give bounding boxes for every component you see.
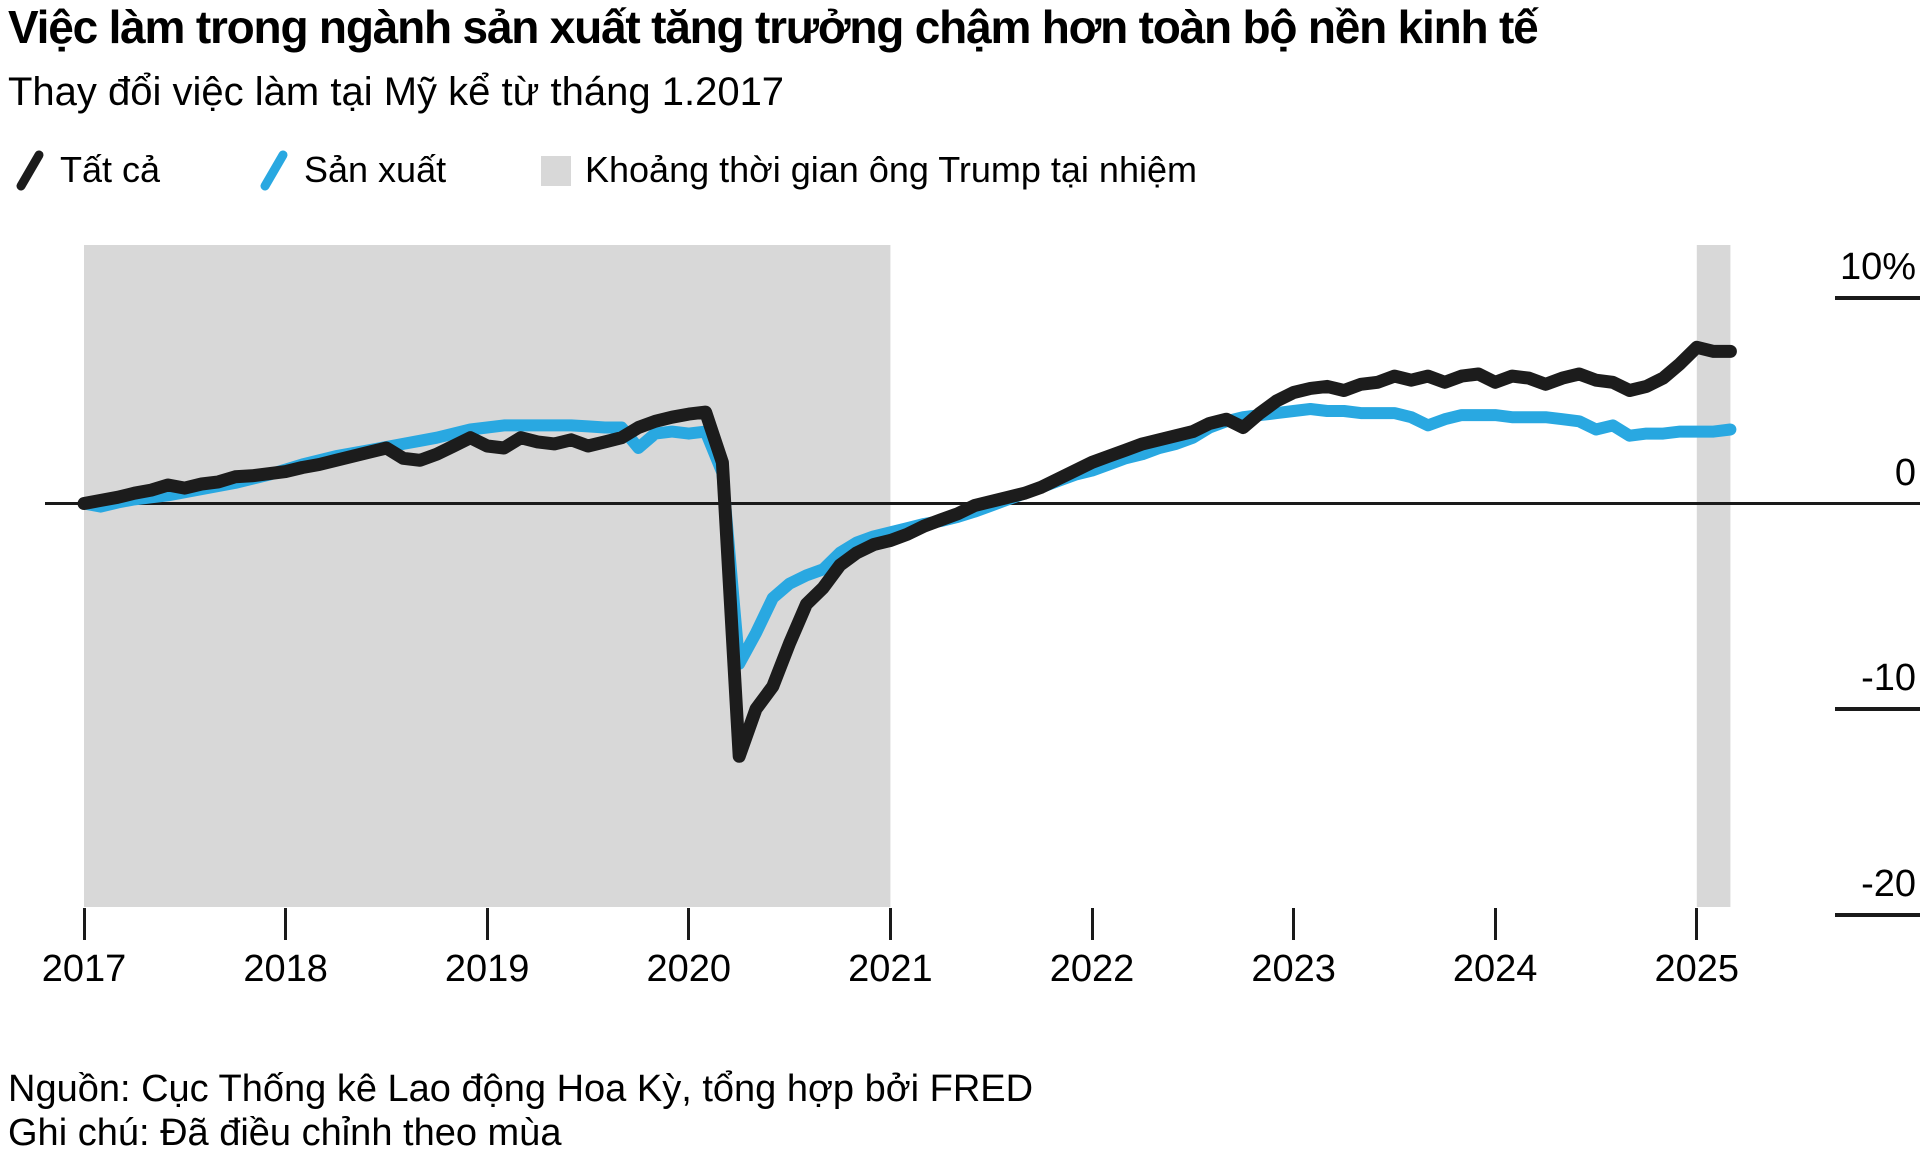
x-tick-2020 [687,908,691,940]
legend-item-all: Tất cả [14,146,160,194]
y-tick--20 [1835,912,1920,917]
legend-label-all: Tất cả [60,149,161,190]
x-label-2021: 2021 [848,948,933,990]
x-label-2017: 2017 [41,948,127,990]
x-label-2024: 2024 [1452,948,1538,990]
y-label-0: 0 [1894,451,1916,494]
x-tick-2025 [1695,908,1699,940]
legend-label-manufacturing: Sản xuất [304,149,447,190]
legend-item-manufacturing: Sản xuất [258,146,446,194]
x-tick-2023 [1292,908,1296,940]
x-tick-2019 [485,908,489,940]
y-tick--10 [1835,707,1920,711]
legend-item-trump-term: Khoảng thời gian ông Trump tại nhiệm [541,146,1197,194]
y-label-10: 10% [1839,246,1916,288]
y-tick-10 [1835,296,1920,300]
square-icon [541,156,571,186]
series-line-all [77,340,1737,763]
x-tick-2022 [1090,908,1094,940]
source-note: Nguồn: Cục Thống kê Lao động Hoa Kỳ, tổn… [8,1068,1034,1110]
x-tick-2018 [284,908,288,940]
x-label-2018: 2018 [243,948,328,990]
line-slash-icon [260,150,288,191]
x-label-2023: 2023 [1251,948,1336,990]
x-tick-2017 [82,908,86,940]
x-label-2022: 2022 [1049,948,1135,990]
chart-title: Việc làm trong ngành sản xuất tăng trưởn… [8,1,1539,53]
x-label-2020: 2020 [646,948,732,990]
x-label-2019: 2019 [444,948,530,990]
line-slash-icon [16,150,44,191]
chart-subtitle: Thay đổi việc làm tại Mỹ kể từ tháng 1.2… [8,70,785,114]
footnote: Ghi chú: Đã điều chỉnh theo mùa [8,1112,562,1154]
trump-term-band [84,245,891,907]
y-label--20: -20 [1861,862,1916,905]
x-label-2025: 2025 [1654,948,1740,990]
x-tick-2024 [1493,908,1497,940]
legend-label-trump-term: Khoảng thời gian ông Trump tại nhiệm [585,149,1197,190]
x-tick-2021 [888,908,892,940]
y-label--10: -10 [1861,657,1916,699]
